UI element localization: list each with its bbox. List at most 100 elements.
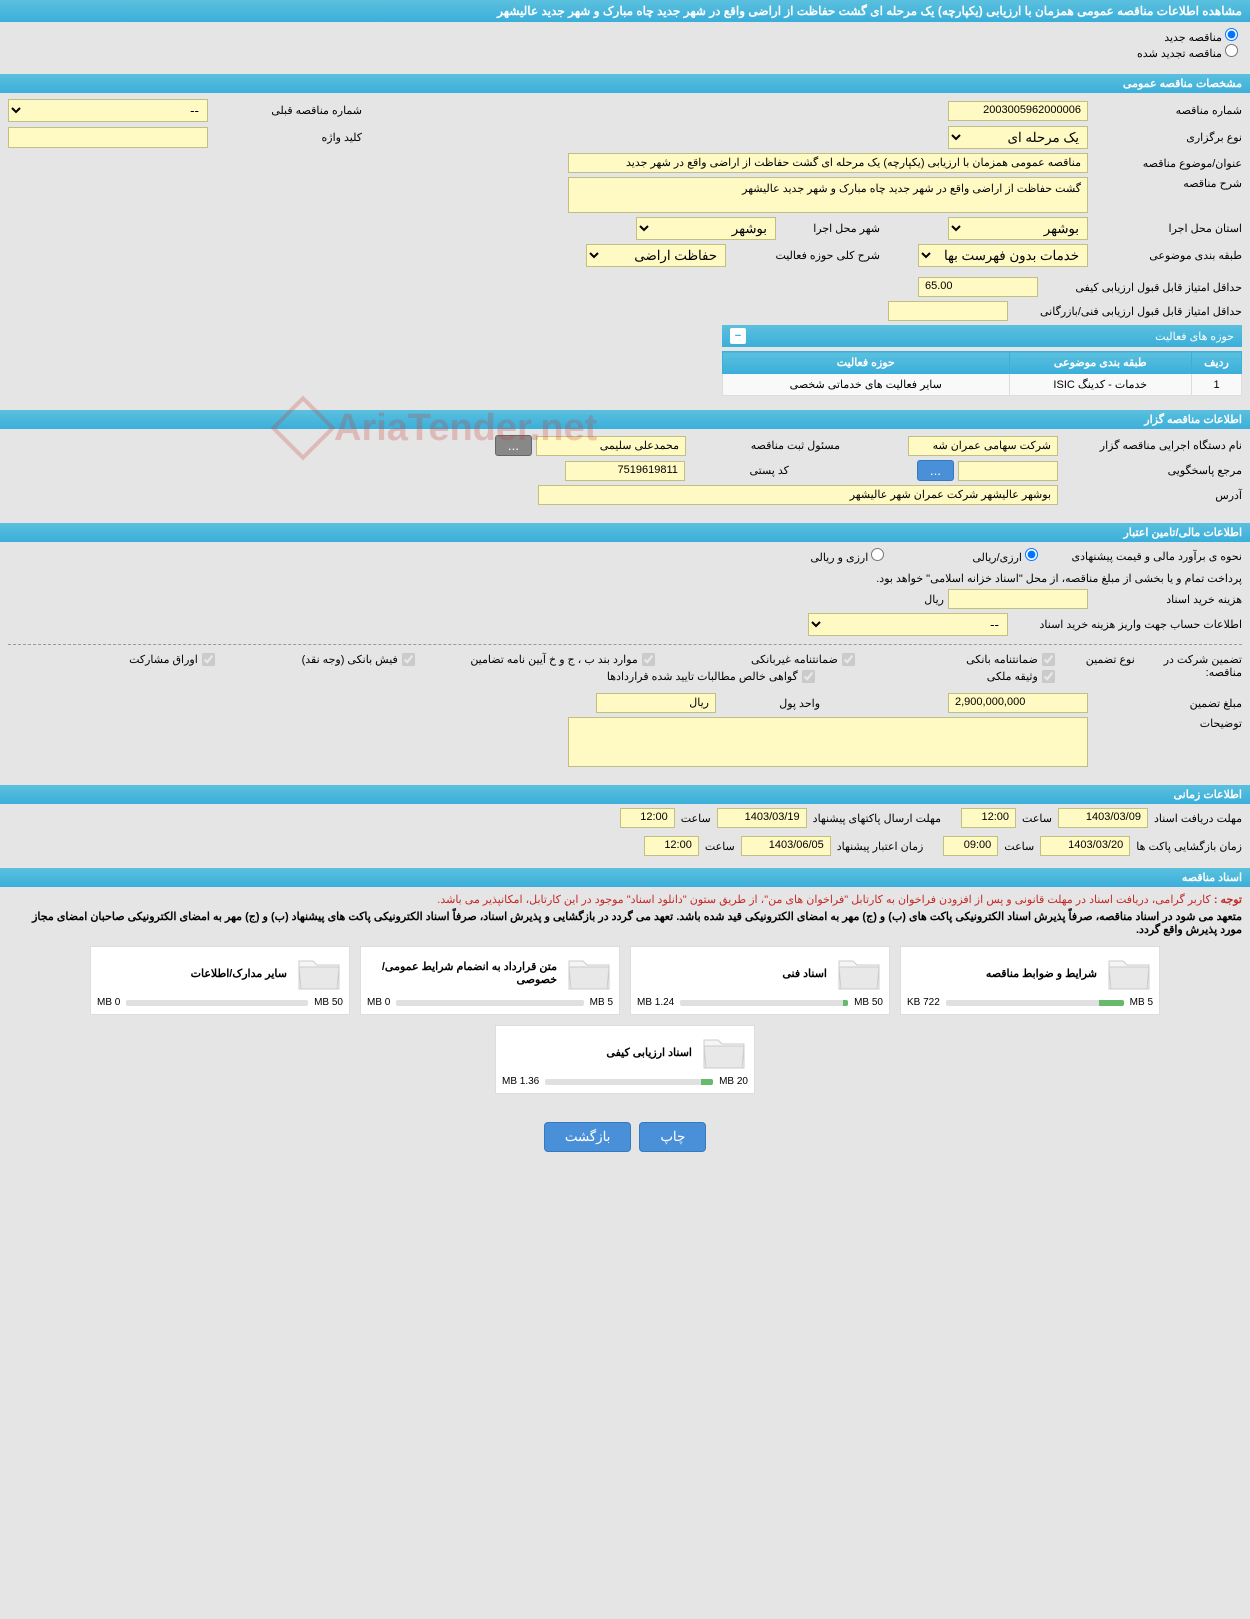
chk-bonds[interactable]: اوراق مشارکت [35, 653, 215, 666]
doc-card[interactable]: اسناد ارزیابی کیفی 20 MB 1.36 MB [495, 1025, 755, 1094]
type-label: نوع برگزاری [1092, 131, 1242, 144]
col-row: ردیف [1192, 352, 1242, 374]
responder-label: مرجع پاسخگویی [1062, 464, 1242, 477]
doc-card[interactable]: متن قرارداد به انضمام شرایط عمومی/خصوصی … [360, 946, 620, 1015]
doc-cost-field [948, 589, 1088, 609]
hour-label-4: ساعت [705, 840, 735, 853]
section-documents: اسناد مناقصه [0, 868, 1250, 887]
folder-icon [700, 1032, 748, 1072]
doc-deadline-date: 1403/03/09 [1058, 808, 1148, 828]
radio-renewed-tender[interactable]: مناقصه تجدید شده [1137, 48, 1238, 60]
opt-rial[interactable]: ارزی/ریالی [972, 548, 1038, 564]
prev-tender-select[interactable]: -- [8, 99, 208, 122]
chk-bank-guarantee[interactable]: ضمانتنامه بانکی [875, 653, 1055, 666]
tender-number-label: شماره مناقصه [1092, 104, 1242, 117]
back-button[interactable]: بازگشت [544, 1122, 632, 1152]
hour-label-1: ساعت [1022, 812, 1052, 825]
doc-limit: 5 MB [590, 997, 613, 1008]
chk-receivables[interactable]: گواهی خالص مطالبات تایید شده قراردادها [555, 670, 815, 683]
guarantee-amount-field: 2,900,000,000 [948, 693, 1088, 713]
section-timing: اطلاعات زمانی [0, 785, 1250, 804]
account-label: اطلاعات حساب جهت واریز هزینه خرید اسناد [1012, 618, 1242, 631]
col-area: حوزه فعالیت [723, 352, 1010, 374]
chk-nonbank[interactable]: ضمانتنامه غیربانکی [675, 653, 855, 666]
folder-icon [295, 953, 343, 993]
doc-limit: 20 MB [719, 1076, 748, 1087]
account-select[interactable]: -- [808, 613, 1008, 636]
type-select[interactable]: یک مرحله ای [948, 126, 1088, 149]
section-financial: اطلاعات مالی/تامین اعتبار [0, 523, 1250, 542]
progress-bar [946, 1000, 1124, 1006]
page-title: مشاهده اطلاعات مناقصه عمومی همزمان با ار… [0, 0, 1250, 22]
progress-bar [126, 1000, 308, 1006]
doc-limit: 5 MB [1130, 997, 1153, 1008]
responder-more-button[interactable]: ... [917, 460, 954, 481]
section-organizer: اطلاعات مناقصه گزار [0, 410, 1250, 429]
validity-date: 1403/06/05 [741, 836, 831, 856]
folder-icon [835, 953, 883, 993]
send-deadline-date: 1403/03/19 [717, 808, 807, 828]
min-quality-field: 65.00 [918, 277, 1038, 297]
open-date: 1403/03/20 [1040, 836, 1130, 856]
currency-unit-field: ریال [596, 693, 716, 713]
chk-appendix[interactable]: موارد بند ب ، ج و خ آیین نامه تضامین [435, 653, 655, 666]
subject-label: عنوان/موضوع مناقصه [1092, 157, 1242, 170]
progress-bar [545, 1079, 713, 1085]
keyword-label: کلید واژه [212, 131, 362, 144]
chk-property[interactable]: وثیقه ملکی [835, 670, 1055, 683]
print-button[interactable]: چاپ [639, 1122, 706, 1152]
activity-table: ردیف طبقه بندی موضوعی حوزه فعالیت 1خدمات… [722, 351, 1242, 396]
doc-limit: 50 MB [854, 997, 883, 1008]
reg-officer-field: محمدعلی سلیمی [536, 436, 686, 456]
desc-field[interactable]: گشت حفاظت از اراضی واقع در شهر جدید چاه … [568, 177, 1088, 213]
province-select[interactable]: بوشهر [948, 217, 1088, 240]
min-quality-label: حداقل امتیاز قابل قبول ارزیابی کیفی [1042, 281, 1242, 294]
province-label: استان محل اجرا [1092, 222, 1242, 235]
remarks-field[interactable] [568, 717, 1088, 767]
table-row: 1خدمات - کدینگ ISICسایر فعالیت های خدمات… [723, 374, 1242, 396]
open-time-label: زمان بازگشایی پاکت ها [1136, 840, 1242, 853]
category-select[interactable]: خدمات بدون فهرست بها [918, 244, 1088, 267]
org-name-label: نام دستگاه اجرایی مناقصه گزار [1062, 439, 1242, 452]
city-label: شهر محل اجرا [780, 222, 880, 235]
reg-officer-more-button[interactable]: ... [495, 435, 532, 456]
doc-card[interactable]: شرایط و ضوابط مناقصه 5 MB 722 KB [900, 946, 1160, 1015]
doc-deadline-time: 12:00 [961, 808, 1016, 828]
doc-title: شرایط و ضوابط مناقصه [907, 967, 1097, 980]
radio-new-label: مناقصه جدید [1164, 32, 1222, 44]
min-tech-field [888, 301, 1008, 321]
collapse-icon[interactable]: − [730, 328, 746, 344]
tender-number-field: 2003005962000006 [948, 101, 1088, 121]
doc-card[interactable]: اسناد فنی 50 MB 1.24 MB [630, 946, 890, 1015]
guarantee-header-label: تضمین شرکت در مناقصه: [1139, 653, 1242, 679]
doc-title: سایر مدارک/اطلاعات [97, 967, 287, 980]
send-deadline-label: مهلت ارسال پاکتهای پیشنهاد [813, 812, 941, 825]
keyword-input[interactable] [8, 127, 208, 148]
doc-used: 0 MB [97, 997, 120, 1008]
opt-currency[interactable]: ارزی و ریالی [810, 548, 884, 564]
doc-note1: توجه : کاربر گرامی، دریافت اسناد در مهلت… [8, 893, 1242, 906]
doc-limit: 50 MB [314, 997, 343, 1008]
doc-deadline-label: مهلت دریافت اسناد [1154, 812, 1242, 825]
city-select[interactable]: بوشهر [636, 217, 776, 240]
activity-header: حوزه های فعالیت − [722, 325, 1242, 347]
validity-time: 12:00 [644, 836, 699, 856]
radio-renewed-label: مناقصه تجدید شده [1137, 48, 1222, 60]
activity-desc-label: شرح کلی حوزه فعالیت [730, 249, 880, 262]
folder-icon [1105, 953, 1153, 993]
hour-label-2: ساعت [681, 812, 711, 825]
folder-icon [565, 953, 613, 993]
radio-new-tender[interactable]: مناقصه جدید [1164, 32, 1238, 44]
open-time: 09:00 [943, 836, 998, 856]
doc-used: 722 KB [907, 997, 940, 1008]
activity-desc-select[interactable]: حفاظت اراضی [586, 244, 726, 267]
subject-field: مناقصه عمومی همزمان با ارزیابی (یکپارچه)… [568, 153, 1088, 173]
remarks-label: توضیحات [1092, 717, 1242, 730]
separator [8, 644, 1242, 645]
doc-cost-label: هزینه خرید اسناد [1092, 593, 1242, 606]
chk-receipt[interactable]: فیش بانکی (وجه نقد) [235, 653, 415, 666]
address-label: آدرس [1062, 489, 1242, 502]
guarantee-type-label: نوع تضمین [1067, 653, 1135, 666]
doc-card[interactable]: سایر مدارک/اطلاعات 50 MB 0 MB [90, 946, 350, 1015]
doc-used: 1.36 MB [502, 1076, 539, 1087]
